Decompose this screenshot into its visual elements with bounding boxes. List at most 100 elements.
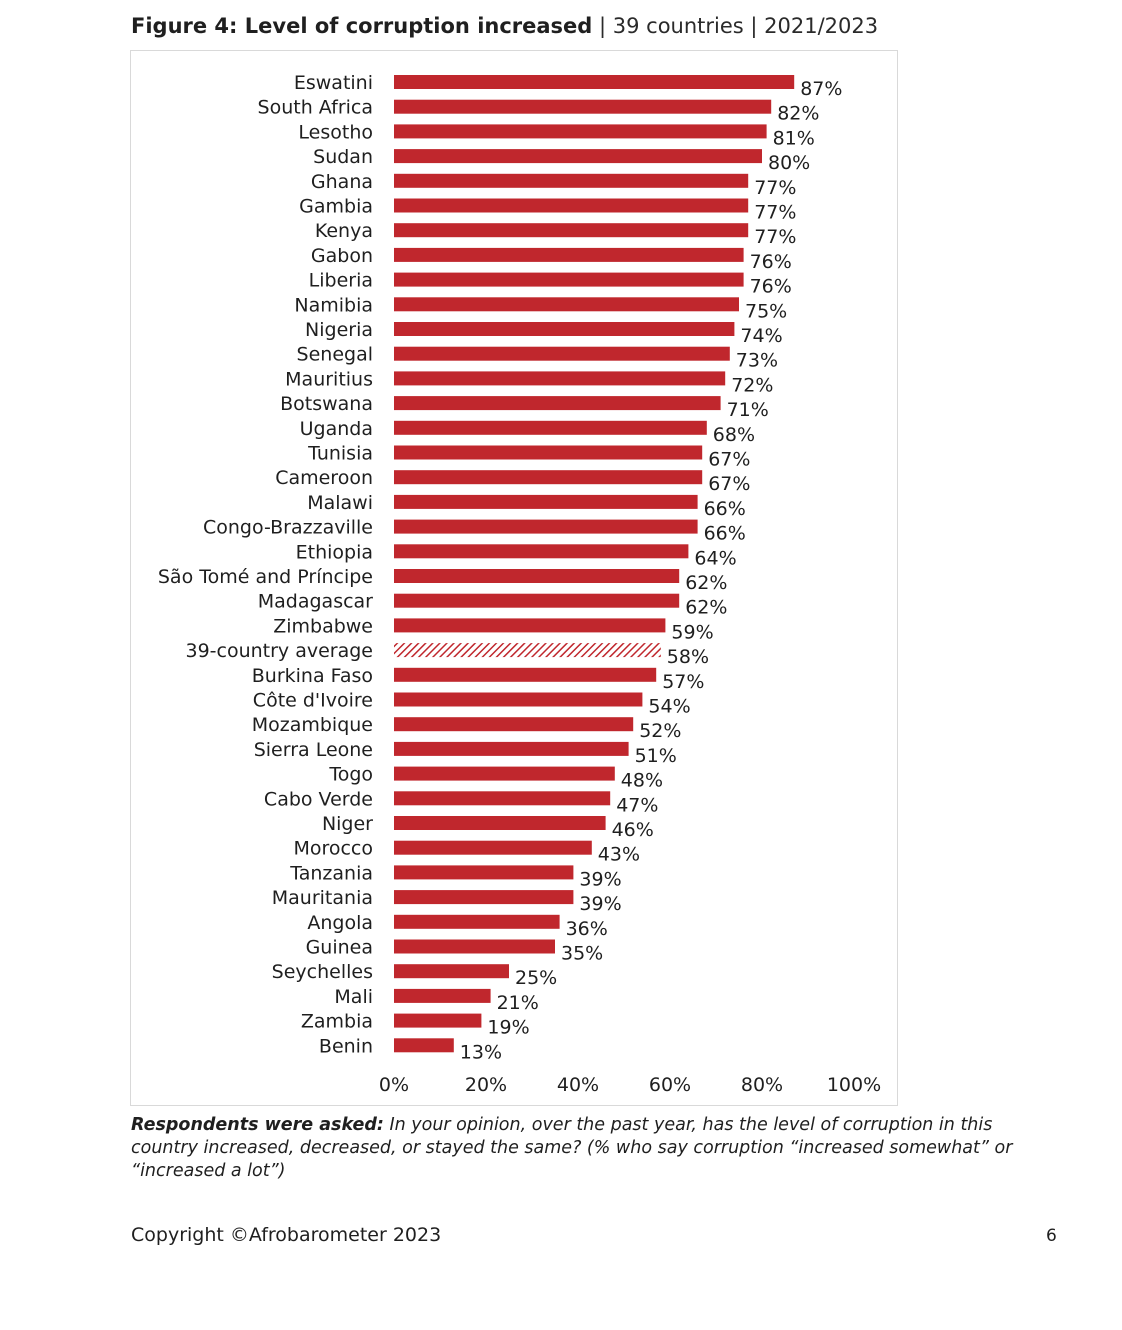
- bar: [394, 741, 629, 756]
- bar: [394, 988, 491, 1003]
- bar: [394, 75, 795, 89]
- value-label: 36%: [566, 918, 608, 940]
- value-label: 21%: [497, 992, 539, 1014]
- category-label: Sierra Leone: [254, 739, 373, 761]
- category-label: Malawi: [307, 492, 373, 514]
- category-label: Namibia: [294, 294, 373, 316]
- note-text: In your opinion, over the past year, has…: [131, 1115, 1013, 1181]
- value-label: 66%: [704, 523, 746, 545]
- category-label: Gabon: [311, 245, 373, 267]
- category-label: Sudan: [313, 146, 373, 168]
- x-tick-label: 80%: [741, 1074, 783, 1096]
- bar: [394, 272, 744, 287]
- value-label: 64%: [694, 547, 736, 569]
- value-label: 57%: [662, 671, 704, 693]
- value-label: 35%: [561, 943, 603, 965]
- category-label: Zimbabwe: [273, 615, 373, 637]
- value-label: 68%: [713, 424, 755, 446]
- value-label: 76%: [750, 251, 792, 273]
- value-label: 81%: [773, 127, 815, 149]
- bar: [394, 865, 574, 880]
- average-bar: [394, 643, 661, 658]
- value-label: 71%: [727, 399, 769, 421]
- value-label: 58%: [667, 646, 709, 668]
- value-label: 39%: [579, 868, 621, 890]
- category-label: Kenya: [315, 220, 373, 242]
- bar: [394, 99, 772, 114]
- bar: [394, 445, 703, 460]
- value-label: 77%: [754, 177, 796, 199]
- bar: [394, 198, 749, 213]
- category-label: Gambia: [299, 196, 373, 218]
- value-label: 43%: [598, 844, 640, 866]
- value-label: 66%: [704, 498, 746, 520]
- category-label: São Tomé and Príncipe: [158, 566, 373, 588]
- page-number: 6: [1046, 1226, 1057, 1246]
- category-label: Tanzania: [289, 862, 373, 884]
- copyright-text: Copyright ©Afrobarometer 2023: [131, 1224, 442, 1246]
- category-label: Mozambique: [252, 714, 373, 736]
- category-label: Mauritania: [272, 887, 373, 909]
- category-label: Togo: [328, 764, 373, 786]
- value-label: 62%: [685, 597, 727, 619]
- value-label: 13%: [460, 1041, 502, 1063]
- figure-title: Figure 4: Level of corruption increased …: [131, 12, 878, 40]
- category-label: Angola: [307, 912, 373, 934]
- bar: [394, 420, 707, 435]
- category-label: Lesotho: [298, 121, 373, 143]
- value-label: 59%: [671, 621, 713, 643]
- bar: [394, 667, 657, 682]
- value-label: 75%: [745, 300, 787, 322]
- category-label: Morocco: [293, 838, 373, 860]
- category-label: Cameroon: [275, 467, 373, 489]
- bar: [394, 173, 749, 188]
- category-label: Botswana: [280, 393, 373, 415]
- value-label: 62%: [685, 572, 727, 594]
- bar: [394, 791, 611, 806]
- category-label: Tunisia: [307, 443, 373, 465]
- bar: [394, 322, 735, 336]
- survey-question-note: Respondents were asked: In your opinion,…: [131, 1114, 1061, 1183]
- category-label: Ghana: [311, 171, 373, 193]
- category-label: Guinea: [306, 937, 373, 959]
- value-label: 54%: [648, 696, 690, 718]
- value-label: 67%: [708, 473, 750, 495]
- value-label: 19%: [487, 1017, 529, 1039]
- category-label: Côte d'Ivoire: [253, 690, 373, 712]
- bar: [394, 1013, 482, 1028]
- category-label: Ethiopia: [296, 541, 373, 563]
- category-label: Zambia: [301, 1011, 373, 1033]
- bar: [394, 766, 615, 781]
- category-label: Mauritius: [285, 368, 373, 390]
- bar: [394, 939, 555, 954]
- category-label: Seychelles: [272, 961, 373, 983]
- bar: [394, 569, 680, 583]
- value-label: 72%: [731, 374, 773, 396]
- category-label: Uganda: [300, 418, 373, 440]
- bar: [394, 717, 634, 732]
- category-label: Nigeria: [305, 319, 373, 341]
- value-label: 80%: [768, 152, 810, 174]
- value-label: 73%: [736, 350, 778, 372]
- category-label: Benin: [319, 1035, 373, 1057]
- bar: [394, 840, 592, 855]
- bar: [394, 1038, 454, 1053]
- bar: [394, 371, 726, 386]
- category-label: Madagascar: [258, 591, 373, 613]
- category-label: Burkina Faso: [252, 665, 373, 687]
- value-label: 46%: [612, 819, 654, 841]
- bar-chart: Eswatini 87% South Africa 82% Lesotho 81% Suda…: [158, 72, 881, 1096]
- category-label: Congo-Brazzaville: [203, 517, 373, 539]
- x-tick-label: 20%: [465, 1074, 507, 1096]
- value-label: 47%: [616, 794, 658, 816]
- x-tick-label: 60%: [649, 1074, 691, 1096]
- bar: [394, 297, 739, 312]
- value-label: 77%: [754, 202, 796, 224]
- bar: [394, 692, 643, 707]
- bar: [394, 470, 703, 485]
- value-label: 25%: [515, 967, 557, 989]
- figure-title-meta: | 39 countries | 2021/2023: [592, 14, 879, 38]
- bar: [394, 618, 666, 633]
- category-label: South Africa: [258, 97, 373, 119]
- category-label: Cabo Verde: [264, 788, 373, 810]
